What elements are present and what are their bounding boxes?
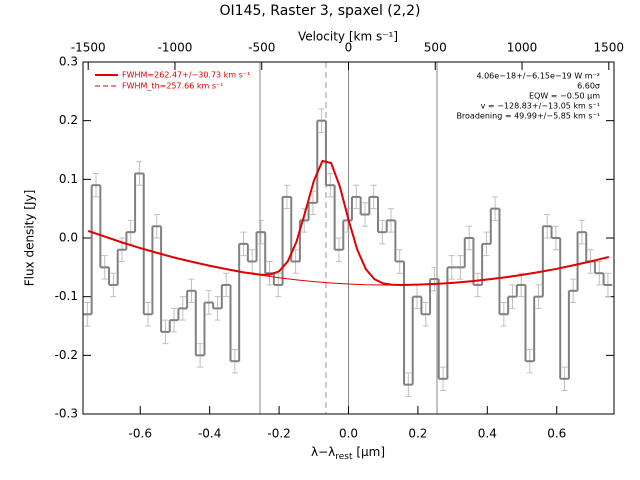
x-label-sub: rest — [335, 452, 353, 462]
chart-title: OI145, Raster 3, spaxel (2,2) — [220, 3, 421, 19]
x2-tick-label: -500 — [248, 41, 275, 55]
legend-label: FWHM_th=257.66 km s⁻¹ — [122, 82, 223, 91]
annotation: v = −128.83+/−13.05 km s⁻¹ — [481, 102, 600, 111]
model-fit — [87, 159, 610, 287]
y-tick-label: 0.0 — [59, 231, 78, 245]
legend-label: FWHM=262.47+/−30.73 km s⁻¹ — [122, 71, 250, 80]
x-tick-label: -0.2 — [267, 427, 290, 441]
x-label-part: λ−λ — [311, 445, 335, 459]
x2-axis-label: Velocity [km s⁻¹] — [298, 30, 398, 44]
x2-tick-label: -1000 — [158, 41, 193, 55]
x-tick-label: 0.4 — [478, 427, 497, 441]
y-axis-label: Flux density [Jy] — [23, 190, 37, 287]
y-tick-label: 0.3 — [59, 55, 78, 69]
x2-tick-label: 1500 — [594, 41, 625, 55]
x2-tick-label: 1000 — [507, 41, 538, 55]
x2-tick-label: 0 — [345, 41, 353, 55]
annotation: Broadening = 49.99+/−5.85 km s⁻¹ — [456, 112, 600, 121]
x-label-part: [μm] — [353, 445, 386, 459]
y-tick-label: 0.1 — [59, 172, 78, 186]
y-tick-label: -0.1 — [55, 289, 78, 303]
x-axis-label: λ−λrest [μm] — [311, 445, 385, 462]
x2-tick-label: 500 — [424, 41, 447, 55]
x-tick-label: 0.2 — [408, 427, 427, 441]
annotation: 4.06e−18+/−6.15e−19 W m⁻² — [476, 72, 600, 81]
x-tick-label: -0.4 — [198, 427, 221, 441]
x-tick-label: 0.6 — [547, 427, 566, 441]
x-tick-label: -0.6 — [129, 427, 152, 441]
x-tick-label: 0.0 — [339, 427, 358, 441]
y-tick-label: -0.3 — [55, 407, 78, 421]
y-tick-label: 0.2 — [59, 113, 78, 127]
x2-tick-label: -1500 — [71, 41, 106, 55]
annotation: EQW = −0.50 μm — [529, 92, 600, 101]
plot-frame — [82, 61, 615, 415]
y-tick-label: -0.2 — [55, 348, 78, 362]
annotation: 6.60σ — [577, 82, 600, 91]
